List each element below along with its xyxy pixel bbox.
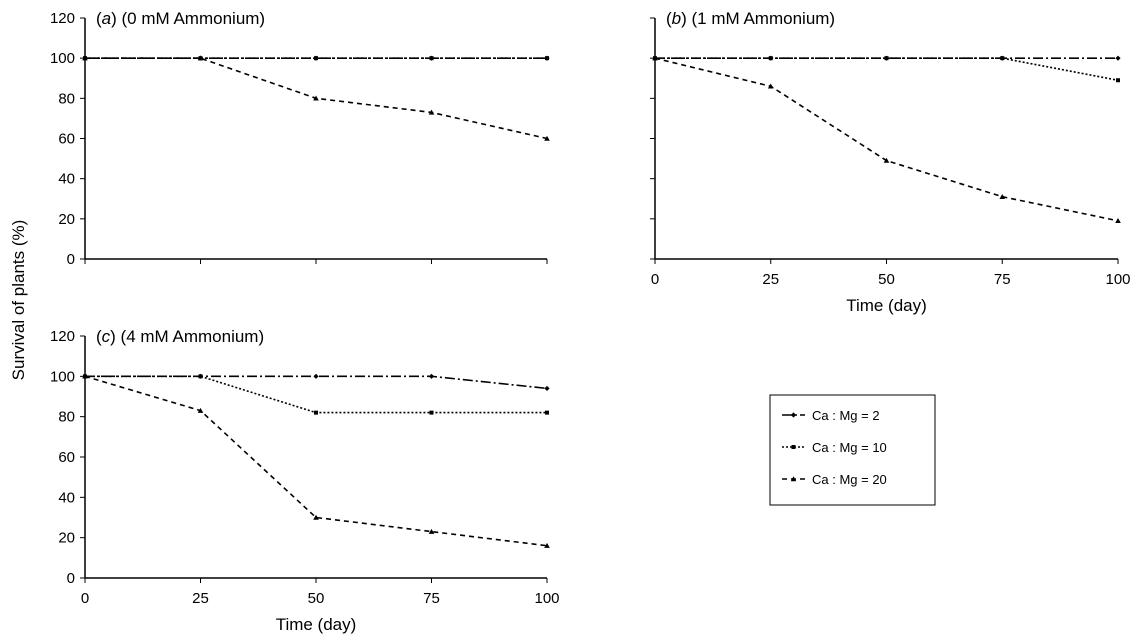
- panel-a-series-point-3: [428, 109, 435, 115]
- panel-b-series-point-1: [768, 55, 774, 61]
- panel-c-x-tick-label: 100: [534, 590, 559, 607]
- panel-b-series-point-1: [652, 55, 658, 61]
- panel-c-y-tick-label: 40: [58, 489, 75, 506]
- panel-b-series-line-2: [655, 57, 1119, 82]
- legend-entry-3: Ca : Mg = 20: [812, 472, 887, 487]
- panel-c-y-tick-label: 100: [50, 368, 75, 385]
- panel-b-x-axis-title: Time (day): [846, 296, 927, 315]
- panel-b-title: (b) (1 mM Ammonium): [666, 9, 835, 28]
- panel-c-x-axis-title: Time (day): [276, 615, 357, 634]
- panel-b-series-point-2: [1116, 78, 1120, 83]
- panel-a-series-point-1: [82, 55, 88, 61]
- panel-c-series-point-2: [429, 410, 434, 415]
- panel-a-y-tick-label: 100: [50, 50, 75, 67]
- panel-b-x-tick-label: 25: [762, 271, 779, 288]
- panel-c-series-point-3: [197, 407, 204, 413]
- panel-a-y-tick-label: 120: [50, 10, 75, 27]
- panel-c-series-line-2: [85, 375, 547, 414]
- panel-b-x-tick-label: 100: [1105, 271, 1130, 288]
- y-axis-title: Survival of plants (%): [9, 220, 28, 381]
- panel-b-series-point-3: [999, 193, 1006, 199]
- panel-b-series-point-3: [1115, 218, 1121, 224]
- panel-b-series-point-1: [1115, 55, 1121, 61]
- panel-b-x-tick-label: 75: [994, 271, 1011, 288]
- panel-a-series-point-1: [197, 55, 204, 61]
- panel-a-series-point-1: [313, 55, 319, 61]
- legend-box: [769, 394, 936, 506]
- panel-a-series-point-3: [313, 95, 319, 101]
- panel-a-y-tick-label: 0: [67, 251, 75, 268]
- panel-c-x-tick-label: 50: [308, 590, 325, 607]
- legend-marker-2: [791, 445, 796, 449]
- panel-a-series-point-1: [544, 55, 550, 61]
- panel-b-series-point-1: [999, 55, 1005, 61]
- panel-c-x-tick-label: 0: [81, 590, 89, 607]
- panel-c-series-point-3: [428, 528, 435, 534]
- legend-marker-3: [790, 476, 797, 482]
- panel-c-series-line-3: [84, 375, 548, 547]
- panel-c-series-point-3: [544, 542, 550, 548]
- panel-c-series-point-1: [82, 373, 88, 379]
- panel-b-series-line-3: [654, 57, 1119, 222]
- legend-entry-2: Ca : Mg = 10: [812, 440, 887, 455]
- panel-a-y-tick-label: 80: [58, 90, 75, 107]
- panel-b-x-tick-label: 50: [878, 271, 895, 288]
- panel-c-series-point-1: [197, 373, 204, 379]
- panel-c-title: (c) (4 mM Ammonium): [96, 327, 264, 346]
- legend-marker-1: [790, 412, 797, 418]
- panel-c-x-tick-label: 25: [192, 590, 209, 607]
- panel-c-y-tick-label: 0: [67, 570, 75, 587]
- panel-a-y-tick-label: 40: [58, 171, 75, 188]
- panel-c-y-tick-label: 60: [58, 449, 75, 466]
- panel-c-y-tick-label: 80: [58, 409, 75, 426]
- panel-b-series-point-3: [883, 157, 890, 163]
- panel-a-y-tick-label: 20: [58, 211, 75, 228]
- panel-c-series-point-1: [313, 373, 319, 379]
- panel-a-series-point-3: [544, 135, 550, 141]
- panel-c-y-tick-label: 20: [58, 530, 75, 547]
- panel-b-x-tick-label: 0: [651, 271, 659, 288]
- panel-a-title: (a) (0 mM Ammonium): [96, 9, 265, 28]
- panel-c-y-tick-label: 120: [50, 328, 75, 345]
- panel-c-series-point-2: [545, 410, 549, 415]
- panel-c-series-point-1: [544, 385, 550, 392]
- panel-c-series-point-1: [428, 373, 435, 379]
- panel-c-x-tick-label: 75: [423, 590, 440, 607]
- panel-a-y-tick-label: 60: [58, 131, 75, 148]
- panel-b-series-point-3: [767, 83, 774, 89]
- panel-a-series-point-1: [428, 55, 435, 61]
- legend-entry-1: Ca : Mg = 2: [812, 408, 880, 423]
- panel-c-series-point-2: [314, 410, 318, 415]
- panel-b-series-point-1: [883, 55, 890, 61]
- panel-c-series-point-3: [313, 514, 319, 520]
